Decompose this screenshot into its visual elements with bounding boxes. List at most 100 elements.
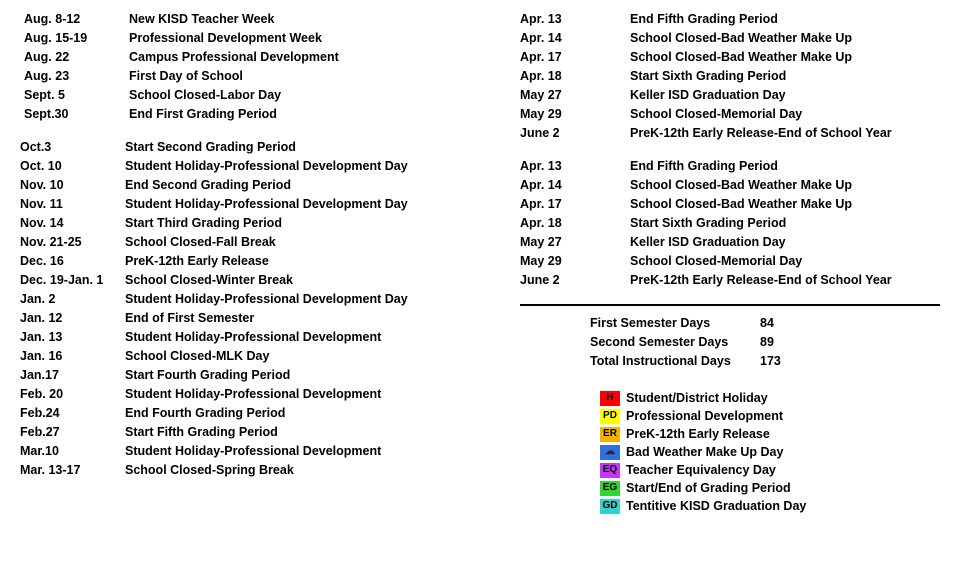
calendar-row: Nov. 14Start Third Grading Period: [20, 214, 510, 233]
calendar-event: End Fifth Grading Period: [630, 10, 940, 29]
summary-row: First Semester Days84: [590, 314, 940, 333]
calendar-event: School Closed-Memorial Day: [630, 252, 940, 271]
legend-swatch: H: [600, 391, 620, 406]
calendar-date: Oct. 10: [20, 157, 125, 176]
calendar-date: Nov. 21-25: [20, 233, 125, 252]
calendar-event: Start Sixth Grading Period: [630, 214, 940, 233]
calendar-date: June 2: [520, 271, 630, 290]
legend-label: Tentitive KISD Graduation Day: [626, 497, 806, 515]
calendar-row: Oct.3Start Second Grading Period: [20, 138, 510, 157]
calendar-row: Sept.30End First Grading Period: [20, 105, 510, 124]
calendar-row: Apr. 18Start Sixth Grading Period: [520, 67, 940, 86]
legend-swatch: EG: [600, 481, 620, 496]
calendar-row: Oct. 10Student Holiday-Professional Deve…: [20, 157, 510, 176]
calendar-event: School Closed-Bad Weather Make Up: [630, 29, 940, 48]
calendar-event: Student Holiday-Professional Development…: [125, 195, 510, 214]
calendar-event: School Closed-MLK Day: [125, 347, 510, 366]
summary-label: First Semester Days: [590, 314, 760, 333]
legend-label: PreK-12th Early Release: [626, 425, 770, 443]
calendar-row: June 2PreK-12th Early Release-End of Sch…: [520, 271, 940, 290]
calendar-row: May 27Keller ISD Graduation Day: [520, 86, 940, 105]
legend-row: H Student/District Holiday: [600, 389, 940, 407]
legend-swatch: GD: [600, 499, 620, 514]
calendar-date: Aug. 22: [20, 48, 129, 67]
calendar-event: School Closed-Bad Weather Make Up: [630, 195, 940, 214]
calendar-row: Nov. 10End Second Grading Period: [20, 176, 510, 195]
legend-label: Bad Weather Make Up Day: [626, 443, 783, 461]
calendar-row: Sept. 5School Closed-Labor Day: [20, 86, 510, 105]
calendar-event: School Closed-Winter Break: [125, 271, 510, 290]
calendar-event: School Closed-Labor Day: [129, 86, 510, 105]
calendar-row: Apr. 17School Closed-Bad Weather Make Up: [520, 195, 940, 214]
calendar-date: Dec. 16: [20, 252, 125, 271]
calendar-event: School Closed-Bad Weather Make Up: [630, 176, 940, 195]
calendar-row: Dec. 16PreK-12th Early Release: [20, 252, 510, 271]
legend: H Student/District Holiday PD Professional …: [600, 389, 940, 515]
calendar-event: Professional Development Week: [129, 29, 510, 48]
calendar-row: Aug. 15-19Professional Development Week: [20, 29, 510, 48]
calendar-row: Jan. 16School Closed-MLK Day: [20, 347, 510, 366]
calendar-event: Start Third Grading Period: [125, 214, 510, 233]
calendar-row: Feb. 20Student Holiday-Professional Deve…: [20, 385, 510, 404]
summary-value: 84: [760, 314, 800, 333]
calendar-block: Aug. 8-12New KISD Teacher WeekAug. 15-19…: [20, 10, 510, 124]
calendar-row: Aug. 23First Day of School: [20, 67, 510, 86]
legend-row: ER PreK-12th Early Release: [600, 425, 940, 443]
calendar-event: Campus Professional Development: [129, 48, 510, 67]
left-column: Aug. 8-12New KISD Teacher WeekAug. 15-19…: [20, 10, 510, 494]
calendar-date: Apr. 18: [520, 67, 630, 86]
calendar-block: Oct.3Start Second Grading PeriodOct. 10S…: [20, 138, 510, 480]
calendar-row: Nov. 21-25School Closed-Fall Break: [20, 233, 510, 252]
calendar-block: Apr. 13End Fifth Grading PeriodApr. 14Sc…: [520, 157, 940, 290]
legend-swatch: ER: [600, 427, 620, 442]
summary-divider: [520, 304, 940, 306]
calendar-row: Apr. 13End Fifth Grading Period: [520, 10, 940, 29]
calendar-row: Nov. 11Student Holiday-Professional Deve…: [20, 195, 510, 214]
calendar-row: Jan.17Start Fourth Grading Period: [20, 366, 510, 385]
calendar-event: Start Second Grading Period: [125, 138, 510, 157]
legend-row: GD Tentitive KISD Graduation Day: [600, 497, 940, 515]
calendar-date: Jan. 2: [20, 290, 125, 309]
calendar-event: School Closed-Bad Weather Make Up: [630, 48, 940, 67]
legend-label: Professional Development: [626, 407, 783, 425]
legend-label: Student/District Holiday: [626, 389, 768, 407]
calendar-date: Apr. 17: [520, 195, 630, 214]
calendar-event: PreK-12th Early Release-End of School Ye…: [630, 271, 940, 290]
calendar-event: Student Holiday-Professional Development…: [125, 157, 510, 176]
legend-row: EGStart/End of Grading Period: [600, 479, 940, 497]
legend-swatch: PD: [600, 409, 620, 424]
summary-value: 173: [760, 352, 800, 371]
legend-row: ☁Bad Weather Make Up Day: [600, 443, 940, 461]
calendar-date: Feb.24: [20, 404, 125, 423]
calendar-date: Oct.3: [20, 138, 125, 157]
calendar-event: End Second Grading Period: [125, 176, 510, 195]
calendar-event: End Fifth Grading Period: [630, 157, 940, 176]
calendar-date: May 29: [520, 252, 630, 271]
calendar-date: Jan. 13: [20, 328, 125, 347]
calendar-date: Apr. 13: [520, 10, 630, 29]
calendar-date: Apr. 14: [520, 176, 630, 195]
calendar-date: Mar. 13-17: [20, 461, 125, 480]
summary-table: First Semester Days84Second Semester Day…: [590, 314, 940, 371]
calendar-row: Apr. 14School Closed-Bad Weather Make Up: [520, 29, 940, 48]
calendar-date: Feb.27: [20, 423, 125, 442]
calendar-event: End Fourth Grading Period: [125, 404, 510, 423]
calendar-date: Sept. 5: [20, 86, 129, 105]
calendar-date: Dec. 19-Jan. 1: [20, 271, 125, 290]
calendar-row: Apr. 13End Fifth Grading Period: [520, 157, 940, 176]
calendar-date: May 27: [520, 86, 630, 105]
calendar-event: Keller ISD Graduation Day: [630, 233, 940, 252]
calendar-date: Sept.30: [20, 105, 129, 124]
summary-value: 89: [760, 333, 800, 352]
calendar-event: Start Sixth Grading Period: [630, 67, 940, 86]
summary-row: Total Instructional Days173: [590, 352, 940, 371]
calendar-event: New KISD Teacher Week: [129, 10, 510, 29]
calendar-event: School Closed-Fall Break: [125, 233, 510, 252]
calendar-date: Aug. 8-12: [20, 10, 129, 29]
calendar-row: Aug. 8-12New KISD Teacher Week: [20, 10, 510, 29]
calendar-event: Student Holiday-Professional Development…: [125, 290, 510, 309]
calendar-row: Dec. 19-Jan. 1School Closed-Winter Break: [20, 271, 510, 290]
calendar-row: Apr. 18Start Sixth Grading Period: [520, 214, 940, 233]
legend-swatch: EQ: [600, 463, 620, 478]
calendar-date: Jan.17: [20, 366, 125, 385]
